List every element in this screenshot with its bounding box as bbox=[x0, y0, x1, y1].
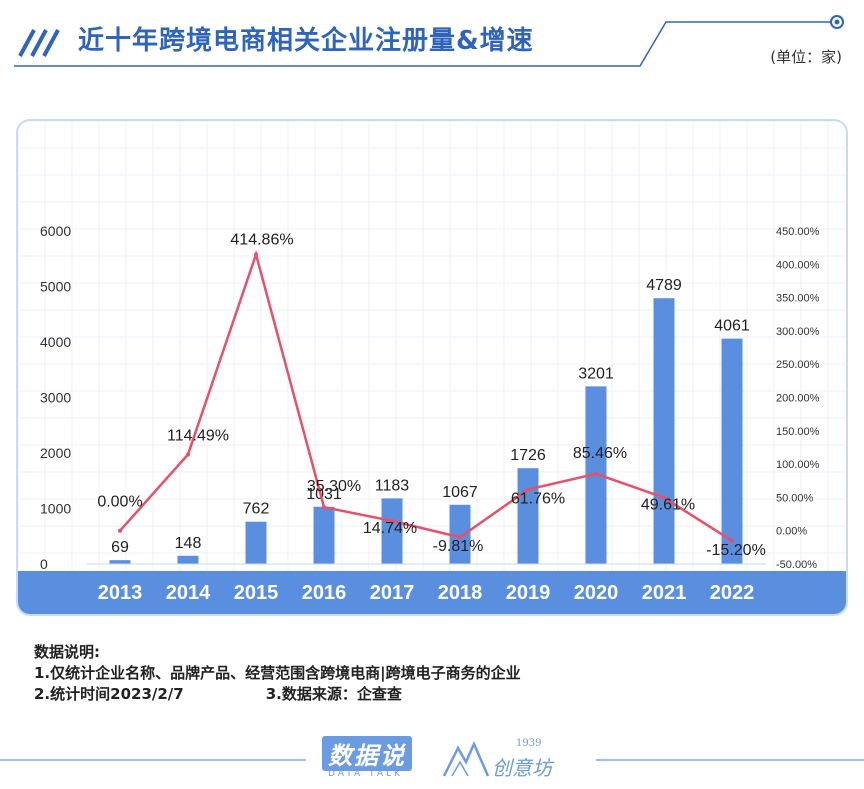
growth-value-label: 49.61% bbox=[641, 497, 695, 514]
y-left-tick-label: 5000 bbox=[40, 279, 71, 295]
bar-2021 bbox=[653, 298, 675, 564]
growth-value-label: 0.00% bbox=[97, 494, 142, 511]
growth-value-label: 61.76% bbox=[511, 491, 565, 508]
unit-label: (单位：家) bbox=[770, 48, 842, 66]
title-decoration bbox=[14, 15, 844, 67]
y-right-tick-label: 50.00% bbox=[776, 492, 814, 504]
growth-point bbox=[254, 252, 258, 257]
growth-point bbox=[322, 505, 326, 510]
x-tick-label: 2013 bbox=[98, 582, 143, 604]
bar-value-label: 4061 bbox=[714, 318, 750, 335]
notes-line-3: 3.数据来源：企查查 bbox=[265, 685, 402, 703]
y-right-tick-label: 250.00% bbox=[776, 359, 820, 371]
y-left-tick-label: 4000 bbox=[40, 334, 71, 350]
bar-value-label: 3201 bbox=[578, 365, 614, 382]
slash-icon bbox=[42, 29, 60, 57]
growth-value-label: 85.46% bbox=[573, 445, 627, 462]
bar-value-label: 1067 bbox=[442, 484, 478, 501]
bar-2017 bbox=[381, 498, 403, 564]
data-notes: 数据说明: 1.仅统计企业名称、品牌产品、经营范围含跨境电商|跨境电子商务的企业… bbox=[34, 642, 521, 705]
growth-value-label: 114.49% bbox=[167, 427, 229, 444]
brand-logo-datatalk: 数据说 DATA TALK bbox=[318, 736, 426, 780]
bar-value-label: 148 bbox=[175, 535, 202, 552]
growth-value-label: -9.81% bbox=[433, 538, 484, 555]
growth-point bbox=[118, 528, 122, 533]
brand-name: 数据说 bbox=[322, 736, 412, 771]
bar-2022 bbox=[721, 338, 743, 564]
y-right-tick-label: 150.00% bbox=[776, 426, 820, 438]
growth-point bbox=[186, 452, 190, 457]
x-tick-label: 2015 bbox=[234, 582, 279, 604]
growth-point bbox=[526, 487, 530, 492]
notes-line-1: 1.仅统计企业名称、品牌产品、经营范围含跨境电商|跨境电子商务的企业 bbox=[34, 664, 521, 682]
x-tick-label: 2022 bbox=[710, 582, 755, 604]
combo-chart: 0 1000 2000 3000 4000 5000 6000 -50.00% 0.00% 50.… bbox=[18, 121, 846, 614]
bar-value-label: 762 bbox=[243, 501, 270, 518]
x-tick-label: 2018 bbox=[438, 582, 483, 604]
y-right-tick-label: 450.00% bbox=[776, 226, 820, 238]
x-tick-label: 2017 bbox=[370, 582, 415, 604]
bar-2013 bbox=[109, 560, 131, 564]
notes-line-2: 2.统计时间2023/2/7 bbox=[34, 685, 184, 703]
brand-subtitle: DATA TALK bbox=[328, 769, 403, 779]
growth-point bbox=[458, 535, 462, 540]
growth-point bbox=[594, 471, 598, 476]
y-left-tick-label: 2000 bbox=[40, 445, 71, 461]
title-bar: 近十年跨境电商相关企业注册量&增速 (单位：家) bbox=[0, 0, 864, 80]
growth-point bbox=[730, 538, 734, 543]
y-left-tick-label: 6000 bbox=[40, 223, 71, 239]
bar-value-label: 1183 bbox=[375, 477, 410, 494]
footer-lines bbox=[0, 759, 864, 761]
y-right-tick-label: 300.00% bbox=[776, 326, 820, 338]
x-tick-label: 2020 bbox=[574, 582, 619, 604]
bar-value-label: 1726 bbox=[510, 447, 546, 464]
growth-point bbox=[390, 518, 394, 523]
slash-icon bbox=[18, 29, 36, 57]
x-tick-label: 2016 bbox=[302, 582, 347, 604]
bar-2015 bbox=[245, 521, 267, 564]
footer: 数据说 DATA TALK 1939 创意坊 bbox=[0, 730, 864, 789]
y-right-tick-label: 350.00% bbox=[776, 293, 820, 305]
chart-card: 0 1000 2000 3000 4000 5000 6000 -50.00% 0.00% 50.… bbox=[16, 119, 848, 616]
bar-value-label: 4789 bbox=[646, 277, 682, 294]
x-tick-label: 2014 bbox=[166, 582, 211, 604]
brand-logo-chuangyifang: 1939 创意坊 bbox=[440, 732, 580, 784]
y-left-tick-label: 1000 bbox=[40, 501, 71, 517]
slash-icon bbox=[30, 29, 48, 57]
y-right-tick-label: 400.00% bbox=[776, 259, 820, 271]
y-left-tick-label: 3000 bbox=[40, 390, 71, 406]
bar-2018 bbox=[449, 504, 471, 564]
x-tick-label: 2021 bbox=[642, 582, 687, 604]
x-tick-label: 2019 bbox=[506, 582, 551, 604]
y-right-tick-label: 200.00% bbox=[776, 393, 820, 405]
y-right-tick-label: 0.00% bbox=[776, 526, 807, 538]
title-frame-line bbox=[14, 21, 836, 67]
bar-2019 bbox=[517, 468, 539, 564]
brand-name-2: 创意坊 bbox=[492, 756, 552, 780]
notes-heading: 数据说明: bbox=[34, 643, 100, 661]
growth-value-label: 35.30% bbox=[307, 478, 361, 495]
y-right-tick-label: 100.00% bbox=[776, 459, 820, 471]
growth-value-label: 14.74% bbox=[363, 520, 417, 537]
growth-line bbox=[119, 250, 733, 542]
dot-center-icon bbox=[834, 19, 840, 25]
bar-2016 bbox=[313, 506, 335, 564]
mountain-logo-icon bbox=[442, 740, 490, 777]
y-right-tick-label: -50.00% bbox=[776, 559, 817, 571]
growth-point bbox=[662, 495, 666, 500]
bar-value-label: 1031 bbox=[306, 486, 342, 503]
bar-2014 bbox=[177, 555, 199, 564]
bar-value-label: 69 bbox=[111, 539, 129, 556]
x-axis-band bbox=[18, 571, 846, 614]
brand-year: 1939 bbox=[516, 738, 542, 749]
y-left-tick-label: 0 bbox=[40, 556, 48, 572]
growth-value-label: -15.20% bbox=[706, 542, 766, 559]
page-title: 近十年跨境电商相关企业注册量&增速 bbox=[78, 26, 534, 56]
growth-value-label: 414.86% bbox=[230, 231, 293, 248]
